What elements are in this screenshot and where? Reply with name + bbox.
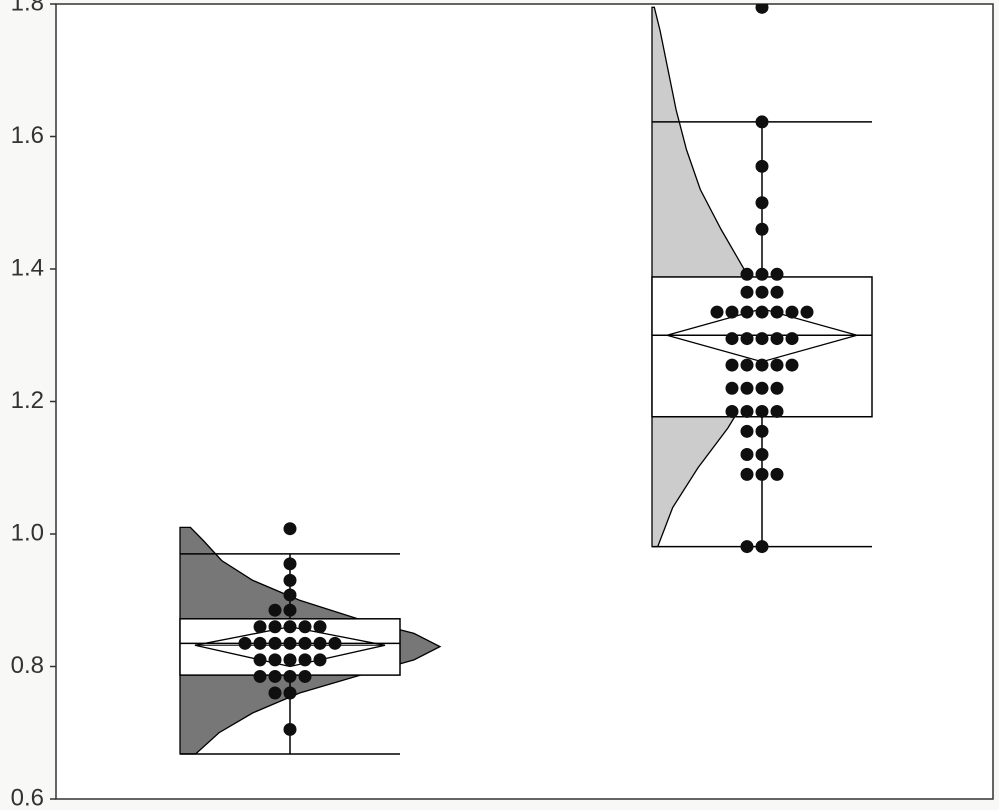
data-point [756, 448, 769, 461]
data-point [284, 557, 297, 570]
y-tick-label: 1.6 [11, 122, 44, 149]
y-tick-label: 0.8 [11, 652, 44, 679]
data-point [284, 604, 297, 617]
data-point [741, 540, 754, 553]
data-point [299, 670, 312, 683]
data-point [284, 687, 297, 700]
data-point [269, 620, 282, 633]
data-point [756, 359, 769, 372]
data-point [756, 115, 769, 128]
data-point [771, 306, 784, 319]
data-point [756, 405, 769, 418]
data-point [711, 306, 724, 319]
data-point [269, 637, 282, 650]
data-point [741, 268, 754, 281]
data-point [284, 653, 297, 666]
data-point [299, 653, 312, 666]
data-point [756, 268, 769, 281]
data-point [771, 286, 784, 299]
data-point [756, 286, 769, 299]
data-point [284, 723, 297, 736]
data-point [756, 306, 769, 319]
data-point [726, 359, 739, 372]
data-point [741, 405, 754, 418]
data-point [269, 653, 282, 666]
y-tick-label: 1.8 [11, 0, 44, 16]
data-point [314, 620, 327, 633]
data-point [756, 223, 769, 236]
y-tick-label: 0.6 [11, 784, 44, 810]
data-point [756, 425, 769, 438]
data-point [741, 332, 754, 345]
data-point [786, 332, 799, 345]
data-point [756, 540, 769, 553]
data-point [269, 670, 282, 683]
data-point [284, 522, 297, 535]
data-point [741, 286, 754, 299]
data-point [254, 670, 267, 683]
data-point [726, 306, 739, 319]
data-point [771, 332, 784, 345]
y-tick-label: 1.2 [11, 387, 44, 414]
data-point [284, 670, 297, 683]
data-point [771, 268, 784, 281]
data-point [726, 382, 739, 395]
data-point [756, 382, 769, 395]
data-point [801, 306, 814, 319]
data-point [314, 637, 327, 650]
data-point [284, 620, 297, 633]
data-point [269, 687, 282, 700]
data-point [786, 359, 799, 372]
data-point [741, 448, 754, 461]
data-point [254, 653, 267, 666]
data-point [741, 382, 754, 395]
data-point [756, 196, 769, 209]
data-point [239, 637, 252, 650]
boxplot-violin-svg: 0.6 0.8 1.0 1.2 1.4 1.6 1.8 [0, 0, 999, 810]
data-point [741, 359, 754, 372]
data-point [771, 468, 784, 481]
data-point [771, 359, 784, 372]
data-point [771, 405, 784, 418]
data-point [726, 405, 739, 418]
data-point [269, 604, 282, 617]
data-point [726, 332, 739, 345]
data-point [741, 306, 754, 319]
data-point [771, 382, 784, 395]
data-point [741, 468, 754, 481]
data-point [299, 637, 312, 650]
data-point [756, 160, 769, 173]
data-point [284, 574, 297, 587]
y-tick-label: 1.4 [11, 254, 44, 281]
y-tick-label: 1.0 [11, 519, 44, 546]
data-point [786, 306, 799, 319]
data-point [254, 620, 267, 633]
chart-container: { "chart": { "type": "boxplot-violin-str… [0, 0, 999, 810]
data-point [254, 637, 267, 650]
data-point [756, 468, 769, 481]
data-point [741, 425, 754, 438]
data-point [299, 620, 312, 633]
data-point [284, 588, 297, 601]
data-point [756, 332, 769, 345]
data-point [329, 637, 342, 650]
data-point [314, 653, 327, 666]
data-point [284, 637, 297, 650]
